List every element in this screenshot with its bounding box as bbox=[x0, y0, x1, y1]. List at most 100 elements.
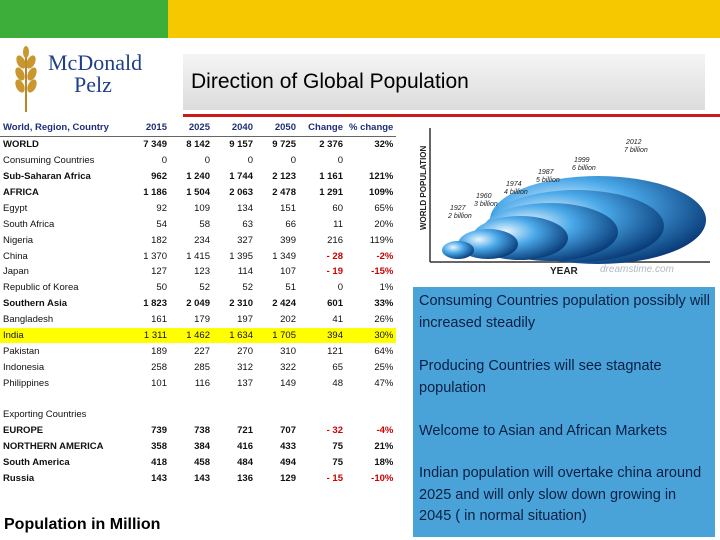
info-item: Indian population will overtake china ar… bbox=[419, 465, 702, 524]
population-table-body: World, Region, Country 2015 2025 2040 20… bbox=[0, 120, 397, 487]
table-cell: 137 bbox=[237, 377, 253, 389]
figure-label-year: 1987 bbox=[538, 169, 555, 176]
table-row: Consuming Countries 0 0 0 0 0 bbox=[0, 153, 396, 169]
table-cell: 227 bbox=[194, 345, 210, 357]
table-cell: 123 bbox=[194, 266, 210, 278]
info-item: Welcome to Asian and African Markets bbox=[419, 423, 667, 439]
figure-label-year: 1974 bbox=[506, 181, 522, 188]
table-cell-name: Sub-Saharan Africa bbox=[3, 171, 91, 183]
table-cell: 30% bbox=[346, 327, 397, 344]
table-cell: 2 063 bbox=[229, 187, 253, 198]
table-row: South Africa 54 58 63 66 11 20% bbox=[0, 216, 396, 232]
slide-title: Direction of Global Population bbox=[191, 70, 469, 93]
figure-label-pop: 4 billion bbox=[504, 189, 528, 196]
table-cell: 1 395 bbox=[229, 250, 253, 262]
population-growth-figure: WORLD POPULATION YEAR dreamstime.com 192… bbox=[419, 120, 716, 280]
table-row: South America 418 458 484 494 75 18% bbox=[0, 455, 396, 471]
table-cell: 143 bbox=[151, 473, 167, 485]
table-cell: 116 bbox=[194, 377, 210, 389]
table-cell-name: South America bbox=[3, 457, 70, 469]
table-cell: 52 bbox=[199, 282, 210, 294]
table-cell: 25% bbox=[374, 361, 394, 373]
table-cell: 1 240 bbox=[186, 171, 210, 183]
table-cell: 2 123 bbox=[272, 171, 296, 183]
table-cell: 358 bbox=[151, 441, 167, 453]
table-cell: 119% bbox=[369, 234, 394, 246]
table-cell: -2% bbox=[376, 250, 394, 262]
table-cell: 114 bbox=[237, 266, 253, 278]
table-row: Russia 143 143 136 129 - 15 -10% bbox=[0, 471, 396, 487]
table-cell: 47% bbox=[374, 377, 394, 389]
table-cell: 136 bbox=[237, 473, 253, 485]
table-cell-name: NORTHERN AMERICA bbox=[3, 441, 104, 453]
table-row: Sub-Saharan Africa 962 1 240 1 744 2 123 1 16… bbox=[0, 169, 396, 185]
table-header: % change bbox=[346, 120, 397, 137]
table-cell bbox=[213, 391, 256, 407]
table-cell: 18% bbox=[374, 457, 394, 469]
table-cell: 399 bbox=[280, 234, 296, 246]
table-cell-name: Bangladesh bbox=[3, 314, 54, 326]
table-cell: 107 bbox=[280, 266, 296, 278]
table-cell: 484 bbox=[237, 457, 253, 469]
table-cell: 601 bbox=[327, 298, 343, 310]
table-cell bbox=[170, 391, 213, 407]
table-cell-name: Indonesia bbox=[3, 361, 45, 373]
table-cell: 270 bbox=[237, 345, 253, 357]
population-table: World, Region, Country 2015 2025 2040 20… bbox=[0, 120, 397, 487]
info-item: Producing Countries will see stagnate po… bbox=[419, 358, 662, 396]
table-cell: 433 bbox=[280, 441, 296, 453]
table-cell: 738 bbox=[194, 425, 210, 437]
table-cell: 721 bbox=[237, 425, 253, 437]
table-cell: 127 bbox=[151, 266, 167, 278]
table-cell-name: Pakistan bbox=[3, 345, 40, 357]
table-cell: 0 bbox=[290, 155, 296, 167]
table-cell: 48 bbox=[332, 377, 343, 389]
table-cell: 216 bbox=[327, 234, 343, 246]
table-cell: 75 bbox=[332, 441, 343, 453]
table-cell: 234 bbox=[194, 234, 210, 246]
title-underline bbox=[183, 114, 720, 117]
table-cell: 1 349 bbox=[272, 250, 296, 262]
table-cell bbox=[346, 391, 396, 407]
table-cell: 1% bbox=[379, 282, 394, 294]
table-cell: 394 bbox=[299, 327, 346, 344]
table-cell: 66 bbox=[285, 218, 296, 230]
table-row: Republic of Korea 50 52 52 51 0 1% bbox=[0, 280, 396, 296]
info-box: Consuming Countries population possibly … bbox=[413, 287, 715, 537]
table-cell: 707 bbox=[280, 425, 296, 437]
table-cell: 121% bbox=[369, 171, 394, 183]
table-cell-name: Consuming Countries bbox=[3, 155, 95, 167]
table-row: Philippines 101 116 137 149 48 47% bbox=[0, 375, 396, 391]
table-cell-name bbox=[0, 391, 138, 407]
table-cell: 20% bbox=[374, 218, 394, 230]
table-cell: 7 349 bbox=[143, 139, 167, 151]
table-cell-name: China bbox=[3, 250, 28, 262]
table-cell-name: Southern Asia bbox=[3, 298, 68, 310]
figure-label-pop: 7 billion bbox=[624, 147, 648, 154]
table-cell: 109 bbox=[194, 202, 210, 214]
table-cell: 327 bbox=[237, 234, 253, 246]
table-row: Nigeria 182 234 327 399 216 119% bbox=[0, 232, 396, 248]
table-cell: 2 424 bbox=[272, 298, 296, 310]
top-bar-green bbox=[0, 0, 168, 38]
table-cell bbox=[346, 153, 396, 169]
table-cell: 92 bbox=[156, 202, 167, 214]
table-cell: 143 bbox=[194, 473, 210, 485]
table-cell: 1 415 bbox=[186, 250, 210, 262]
table-cell: 9 157 bbox=[229, 139, 253, 151]
table-cell: 384 bbox=[194, 441, 210, 453]
table-cell: 63 bbox=[242, 218, 253, 230]
table-cell: -4% bbox=[376, 425, 394, 437]
table-cell: 75 bbox=[332, 457, 343, 469]
table-row: Japan 127 123 114 107 - 19 -15% bbox=[0, 264, 396, 280]
figure-label-pop: 3 billion bbox=[474, 201, 498, 208]
info-item: Consuming Countries population possibly … bbox=[419, 293, 710, 331]
table-cell-name: AFRICA bbox=[3, 187, 39, 198]
table-cell: 51 bbox=[285, 282, 296, 294]
table-cell-name: Egypt bbox=[3, 202, 28, 214]
table-cell-name: Japan bbox=[3, 266, 29, 278]
table-header: 2015 bbox=[138, 120, 170, 137]
company-logo: McDonald Pelz bbox=[4, 44, 164, 114]
table-cell: 0 bbox=[204, 155, 210, 167]
table-cell bbox=[213, 407, 256, 423]
